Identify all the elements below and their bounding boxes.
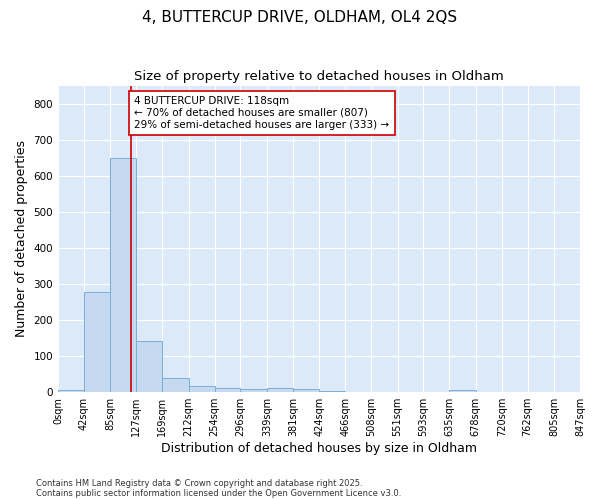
Bar <box>58 390 84 392</box>
Bar <box>319 391 345 392</box>
Text: Contains HM Land Registry data © Crown copyright and database right 2025.: Contains HM Land Registry data © Crown c… <box>36 478 362 488</box>
Bar <box>293 388 319 392</box>
Bar <box>449 390 476 392</box>
Bar <box>267 388 293 392</box>
Bar <box>188 386 215 392</box>
Y-axis label: Number of detached properties: Number of detached properties <box>15 140 28 338</box>
Title: Size of property relative to detached houses in Oldham: Size of property relative to detached ho… <box>134 70 504 83</box>
Bar <box>110 158 136 392</box>
Text: Contains public sector information licensed under the Open Government Licence v3: Contains public sector information licen… <box>36 488 401 498</box>
Bar <box>162 378 188 392</box>
Bar <box>215 388 241 392</box>
Bar <box>241 388 267 392</box>
Text: 4, BUTTERCUP DRIVE, OLDHAM, OL4 2QS: 4, BUTTERCUP DRIVE, OLDHAM, OL4 2QS <box>142 10 458 25</box>
X-axis label: Distribution of detached houses by size in Oldham: Distribution of detached houses by size … <box>161 442 477 455</box>
Bar <box>84 292 110 392</box>
Bar <box>136 340 162 392</box>
Text: 4 BUTTERCUP DRIVE: 118sqm
← 70% of detached houses are smaller (807)
29% of semi: 4 BUTTERCUP DRIVE: 118sqm ← 70% of detac… <box>134 96 389 130</box>
